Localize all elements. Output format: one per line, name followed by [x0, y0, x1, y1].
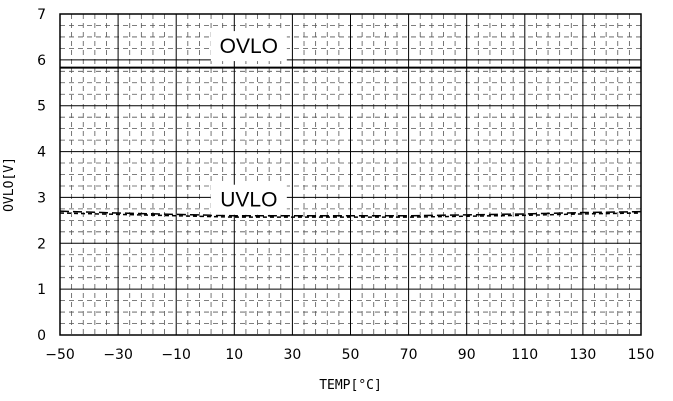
x-tick-label: 30	[283, 347, 301, 363]
major-grid	[59, 13, 642, 336]
y-tick-label: 3	[37, 190, 46, 206]
y-tick-label: 2	[37, 236, 46, 252]
x-tick-label: 10	[225, 347, 243, 363]
x-tick-label: 110	[511, 347, 538, 363]
x-tick-label: 50	[342, 347, 360, 363]
annotation-ovlo: OVLO	[220, 35, 278, 58]
annotation-uvlo: UVLO	[220, 189, 277, 212]
x-tick-label: −30	[103, 347, 133, 363]
y-tick-label: 1	[37, 282, 46, 298]
y-tick-labels: 0 1 2 3 4 5 6 7	[37, 7, 46, 344]
annotation-box	[210, 31, 287, 62]
x-tick-label: 150	[628, 347, 655, 363]
x-axis-label: TEMP[°C]	[319, 378, 382, 393]
annotation-box	[210, 184, 287, 215]
x-tick-label: 130	[570, 347, 597, 363]
annotation-layer: OVLO UVLO	[210, 31, 287, 215]
series-line-2	[59, 210, 642, 217]
series-line-3	[59, 212, 642, 218]
y-tick-label: 7	[37, 7, 46, 23]
y-tick-label: 6	[37, 53, 46, 69]
x-tick-label: −10	[161, 347, 191, 363]
y-axis-label: OVLO[V]	[2, 157, 17, 212]
series-layer	[59, 66, 642, 218]
y-tick-label: 4	[37, 145, 46, 161]
x-tick-label: 90	[458, 347, 476, 363]
x-tick-label: 70	[400, 347, 418, 363]
plot-frame	[59, 13, 642, 336]
y-tick-label: 5	[37, 99, 46, 115]
y-tick-label: 0	[37, 328, 46, 344]
x-tick-label: −50	[45, 347, 75, 363]
x-tick-labels: −50 −30 −10 10 30 50 70 90 110 130 150	[45, 347, 654, 363]
